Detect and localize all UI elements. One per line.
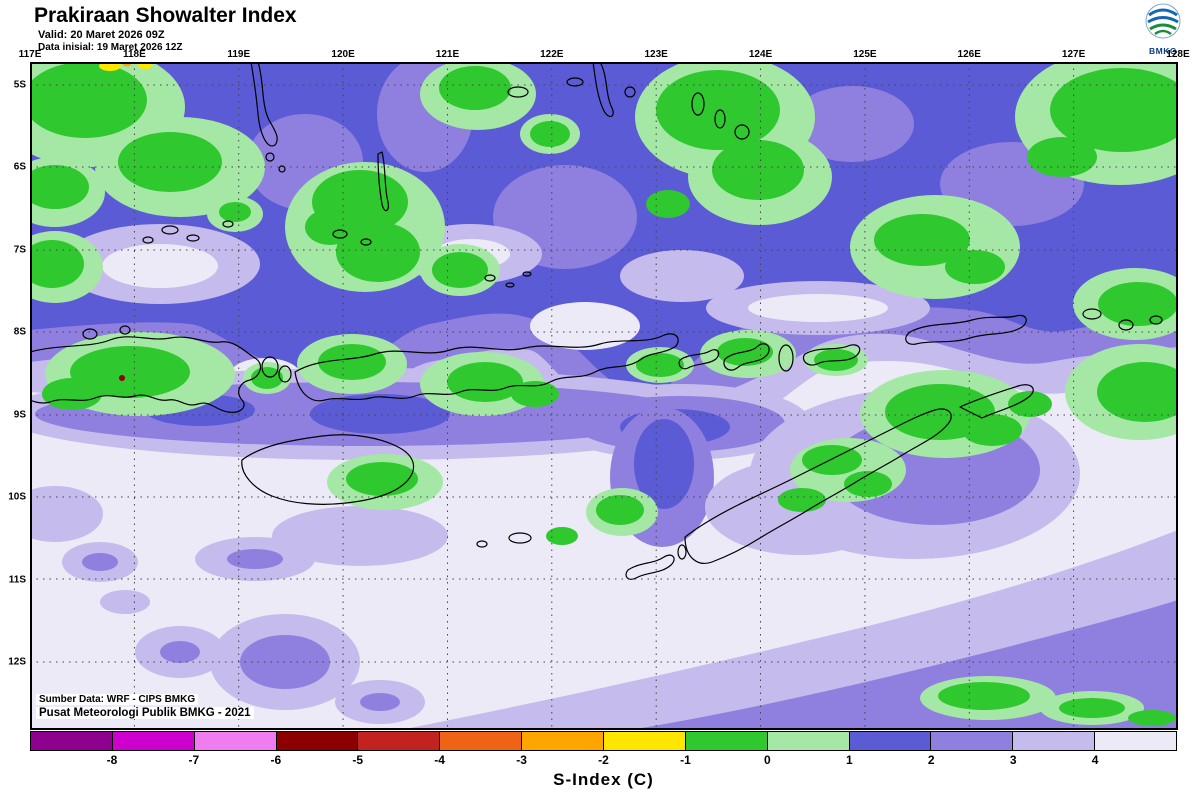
ne-islets	[1082, 308, 1163, 331]
lembata	[723, 343, 770, 371]
colorbar-title: S-Index (C)	[553, 770, 654, 789]
x-axis-label: 124E	[748, 49, 773, 60]
coastlines	[29, 61, 1163, 580]
map-graphic	[0, 47, 1200, 730]
colorbar	[30, 731, 1177, 751]
savu	[476, 532, 532, 548]
wetar	[905, 314, 1027, 345]
colorbar-swatch	[1095, 732, 1177, 750]
source-org-line: Pusat Meteorologi Publik BMKG - 2021	[36, 707, 254, 719]
colorbar-tick-label: -3	[516, 753, 527, 767]
timor	[684, 408, 952, 564]
y-axis-label: 9S	[13, 409, 26, 421]
gridlines	[30, 62, 1178, 730]
colorbar-tick-label: -5	[352, 753, 364, 767]
init-time-label: Data inisial: 19 Maret 2026 12Z	[38, 42, 183, 53]
y-axis-label: 12S	[8, 656, 26, 668]
flores-sea-islets	[484, 271, 532, 288]
x-axis-label: 123E	[644, 49, 668, 60]
colorbar-tick-label: -7	[188, 753, 200, 767]
colorbar-tick-label: 4	[1091, 753, 1099, 767]
green-areas	[0, 47, 1200, 726]
colorbar-swatch	[604, 732, 686, 750]
colorbar-swatch	[440, 732, 523, 750]
selayar	[377, 151, 389, 212]
colorbar-swatch	[1013, 732, 1096, 750]
colorbar-swatch	[358, 732, 441, 750]
x-axis-label: 120E	[331, 49, 355, 60]
colorbar-swatch	[767, 732, 850, 750]
sumba	[241, 434, 415, 505]
colorbar-swatch	[112, 732, 195, 750]
moyo	[82, 325, 131, 340]
rote	[625, 554, 675, 580]
y-axis-label: 10S	[8, 491, 26, 503]
y-axis-label: 5S	[13, 79, 26, 91]
colorbar-swatch	[276, 732, 359, 750]
sumbawa	[29, 336, 262, 413]
colorbar-swatch	[685, 732, 768, 750]
solor	[678, 349, 720, 370]
x-axis-label: 127E	[1061, 49, 1086, 60]
source-data-line: Sumber Data: WRF - CIPS BMKG	[36, 694, 199, 705]
x-axis-label: 122E	[540, 49, 564, 60]
bmkg-logo: BMKG	[1140, 2, 1186, 56]
colorbar-tick-label: 3	[1009, 753, 1017, 767]
x-axis-label: 121E	[435, 49, 460, 60]
flores	[294, 333, 679, 402]
colorbar-tick-label: -4	[434, 753, 445, 767]
alor	[802, 344, 861, 366]
colorbar-tick-label: -6	[270, 753, 282, 767]
colorbar-swatch	[194, 732, 277, 750]
bmkg-logo-text: BMKG	[1149, 46, 1177, 56]
pantar	[778, 344, 794, 372]
y-axis-label: 6S	[13, 161, 26, 173]
komodo	[261, 356, 292, 383]
valid-time-label: Valid: 20 Maret 2026 09Z	[38, 29, 165, 41]
y-axis-label: 7S	[13, 244, 26, 256]
colorbar-swatch	[849, 732, 932, 750]
buton-area	[507, 61, 636, 117]
x-axis-label: 119E	[227, 49, 251, 60]
sulawesi-south-tip	[250, 61, 278, 147]
x-axis-label: 126E	[957, 49, 981, 60]
page-title: Prakiraan Showalter Index	[34, 4, 297, 27]
colorbar-swatch	[931, 732, 1014, 750]
colorbar-swatch	[31, 732, 113, 750]
colorbar-swatch	[522, 732, 605, 750]
colorbar-tick-label: 1	[845, 753, 853, 767]
bmkg-logo-icon	[1145, 3, 1181, 39]
colorbar-tick-label: 0	[764, 753, 771, 767]
wakatobi	[691, 92, 750, 140]
x-axis-label: 125E	[853, 49, 877, 60]
colorbar-tick-label: 2	[927, 753, 935, 767]
y-axis-label: 8S	[13, 326, 26, 338]
map-frame	[30, 62, 1178, 730]
map	[0, 47, 1200, 730]
colorbar-tick-label: -2	[598, 753, 609, 767]
y-axis-label: 11S	[8, 574, 26, 586]
east-timor-tip	[959, 384, 1034, 419]
semau	[677, 544, 687, 560]
colorbar-tick-label: -1	[680, 753, 691, 767]
colorbar-tick-label: -8	[106, 753, 118, 767]
small-islands-west	[142, 220, 372, 246]
